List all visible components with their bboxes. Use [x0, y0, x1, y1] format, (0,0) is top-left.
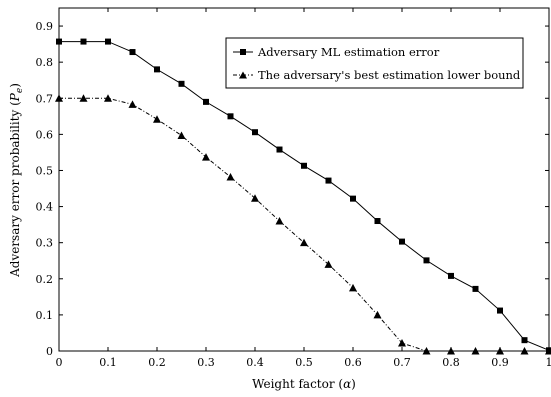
y-tick-label: 0.2 [36, 273, 54, 286]
x-tick-label: 0.3 [197, 356, 215, 369]
series-layer [55, 38, 551, 355]
data-point-triangle [520, 347, 529, 355]
data-point-triangle [177, 131, 186, 139]
x-tick-label: 0.5 [295, 356, 313, 369]
data-point-triangle [202, 153, 210, 161]
data-point-triangle [55, 94, 63, 102]
y-tick-label: 0 [46, 345, 53, 358]
legend-label-ml: Adversary ML estimation error [257, 45, 440, 59]
data-point-square [521, 337, 528, 344]
x-tick-label: 0.4 [246, 356, 264, 369]
data-point-square [448, 272, 454, 279]
data-point-triangle [300, 238, 308, 247]
data-point-triangle [226, 172, 235, 181]
data-point-square [325, 177, 332, 184]
y-tick-label: 0.6 [36, 128, 54, 141]
y-tick-label: 0.5 [36, 164, 54, 177]
x-tick-labels: 0 0.1 0.2 0.3 0.4 0.5 0.6 0.7 0.8 0.9 1 [56, 356, 551, 369]
data-point-square [178, 80, 185, 87]
y-tick-label: 0.4 [36, 201, 54, 214]
data-point-triangle [398, 339, 406, 347]
y-tick-label: 0.7 [36, 92, 54, 105]
series-1 [56, 38, 551, 354]
data-point-square [472, 285, 479, 292]
data-point-square [350, 195, 356, 202]
data-point-triangle [153, 115, 161, 123]
data-point-triangle [251, 194, 259, 202]
legend-item-bound: The adversary's best estimation lower bo… [233, 68, 521, 82]
data-point-triangle [545, 347, 551, 355]
data-point-square [80, 38, 87, 45]
x-tick-label: 0.9 [491, 356, 509, 369]
data-point-square [227, 113, 234, 120]
legend-box [225, 37, 524, 89]
data-point-square [105, 38, 111, 45]
x-tick-label: 0.6 [344, 356, 362, 369]
y-tick-labels: 0 0.1 0.2 0.3 0.4 0.5 0.6 0.7 0.8 0.9 [36, 20, 54, 358]
data-point-triangle [447, 347, 455, 355]
data-point-triangle [104, 94, 112, 102]
data-point-square [252, 129, 258, 136]
x-tick-label: 0.8 [442, 356, 460, 369]
y-tick-label: 0.8 [36, 56, 54, 69]
x-tick-label: 0 [56, 356, 63, 369]
x-tick-label: 0.1 [99, 356, 117, 369]
data-point-square [497, 307, 503, 314]
data-point-triangle [471, 347, 480, 355]
series-line [59, 97, 549, 352]
data-point-square [203, 98, 209, 105]
data-point-triangle [324, 260, 333, 268]
data-point-square [399, 238, 405, 245]
y-tick-label: 0.1 [36, 309, 54, 322]
legend-item-ml: Adversary ML estimation error [233, 45, 440, 59]
legend-marker-triangle [239, 71, 247, 79]
data-point-triangle [422, 347, 431, 355]
data-point-triangle [275, 217, 284, 225]
y-axis-label: Adversary error probability (Pe) [8, 83, 25, 278]
y-tick-label: 0.3 [36, 237, 54, 250]
data-point-triangle [496, 347, 504, 355]
data-point-triangle [349, 283, 357, 292]
x-tick-label: 0.7 [393, 356, 411, 369]
data-point-square [423, 257, 430, 264]
legend-marker-square [240, 49, 246, 55]
legend-label-bound: The adversary's best estimation lower bo… [258, 68, 521, 82]
data-point-square [154, 66, 160, 73]
data-point-square [301, 162, 307, 169]
data-point-square [56, 38, 62, 45]
data-point-triangle [128, 100, 137, 108]
data-point-square [374, 218, 381, 225]
data-point-triangle [79, 94, 88, 102]
data-point-square [276, 146, 283, 153]
x-axis-label: Weight factor (α) [252, 377, 356, 391]
series-2 [55, 94, 551, 355]
x-tick-label: 0.2 [148, 356, 166, 369]
x-tick-label: 1 [546, 356, 551, 369]
data-point-square [129, 49, 136, 56]
y-tick-label: 0.9 [36, 20, 54, 33]
legend: Adversary ML estimation error The advers… [225, 37, 524, 89]
data-point-triangle [373, 310, 382, 319]
